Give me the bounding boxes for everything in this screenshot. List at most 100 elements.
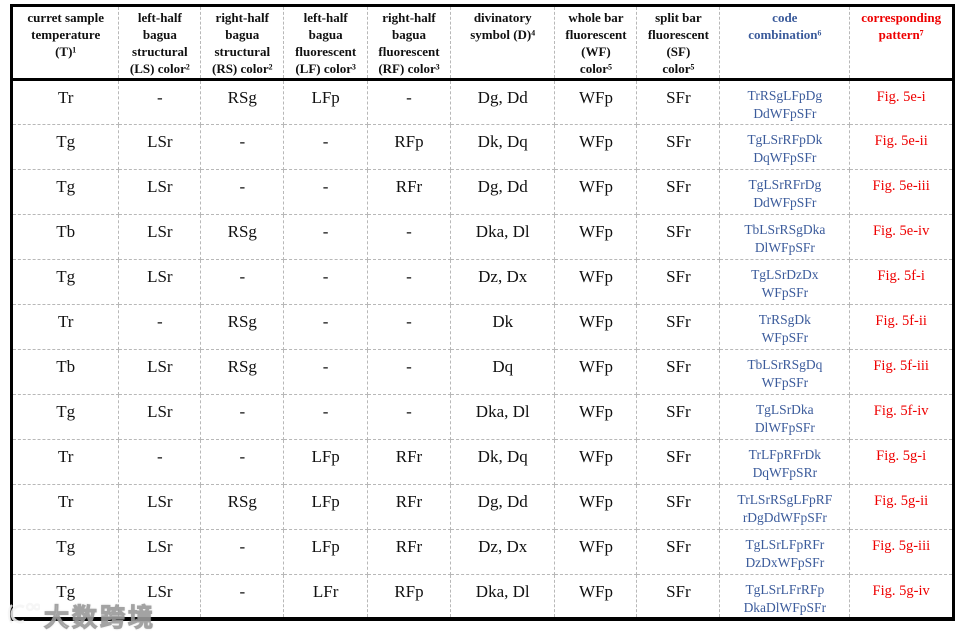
cell-wf-color: WFp (554, 258, 638, 305)
table-row: Tb LSr RSg - - Dq WFp SFr TbLSrRSgDq WFp… (10, 348, 954, 395)
cell-lf-color: - (283, 168, 369, 215)
cell-rf-color: RFp (367, 123, 451, 170)
cell-sf-color: SFr (636, 528, 721, 575)
cell-divinatory-symbol: Dq (449, 348, 556, 395)
cell-temperature: Tg (10, 528, 120, 575)
cell-lf-color: - (283, 303, 369, 350)
cell-sf-color: SFr (636, 573, 721, 620)
table-header-row: curret sample temperature (T)¹ left-half… (10, 5, 954, 81)
cell-ls-color: LSr (118, 393, 202, 440)
cell-rf-color: RFr (367, 483, 451, 530)
table-row: Tg LSr - LFp RFr Dz, Dx WFp SFr TgLSrLFp… (10, 528, 954, 575)
cell-rf-color: RFp (367, 573, 451, 620)
cell-lf-color: - (283, 213, 369, 260)
cell-pattern-ref: Fig. 5g-ii (849, 483, 954, 530)
cell-ls-color: LSr (118, 258, 202, 305)
cell-rs-color: - (200, 528, 285, 575)
cell-sf-color: SFr (636, 168, 721, 215)
col-header-rf-color: right-half bagua fluorescent (RF) color³ (367, 5, 451, 81)
cell-divinatory-symbol: Dk, Dq (449, 123, 556, 170)
cell-rs-color: RSg (200, 213, 285, 260)
cell-pattern-ref: Fig. 5g-iii (849, 528, 954, 575)
cell-pattern-ref: Fig. 5f-ii (849, 303, 954, 350)
cell-wf-color: WFp (554, 348, 638, 395)
table-row: Tr - - LFp RFr Dk, Dq WFp SFr TrLFpRFrDk… (10, 438, 954, 485)
cell-wf-color: WFp (554, 573, 638, 620)
col-header-temperature: curret sample temperature (T)¹ (10, 5, 120, 81)
cell-rs-color: - (200, 393, 285, 440)
cell-pattern-ref: Fig. 5e-iii (849, 168, 954, 215)
cell-sf-color: SFr (636, 213, 721, 260)
cell-pattern-ref: Fig. 5e-ii (849, 123, 954, 170)
table-body: Tr - RSg LFp - Dg, Dd WFp SFr TrRSgLFpDg… (10, 78, 954, 620)
cell-lf-color: LFp (283, 438, 369, 485)
cell-rf-color: RFr (367, 438, 451, 485)
cell-pattern-ref: Fig. 5f-i (849, 258, 954, 305)
col-header-sf-color: split bar fluorescent (SF) color⁵ (636, 5, 721, 81)
cell-temperature: Tr (10, 303, 120, 350)
table-row: Tb LSr RSg - - Dka, Dl WFp SFr TbLSrRSgD… (10, 213, 954, 260)
table-row: Tg LSr - - - Dz, Dx WFp SFr TgLSrDzDx WF… (10, 258, 954, 305)
cell-rs-color: RSg (200, 78, 285, 125)
cell-divinatory-symbol: Dg, Dd (449, 483, 556, 530)
cell-ls-color: - (118, 303, 202, 350)
cell-sf-color: SFr (636, 393, 721, 440)
col-header-ls-color: left-half bagua structural (LS) color² (118, 5, 202, 81)
table-row: Tg LSr - - RFp Dk, Dq WFp SFr TgLSrRFpDk… (10, 123, 954, 170)
cell-code-combination: TgLSrLFpRFr DzDxWFpSFr (719, 528, 851, 575)
cell-rs-color: RSg (200, 348, 285, 395)
cell-lf-color: - (283, 258, 369, 305)
cell-rs-color: RSg (200, 483, 285, 530)
cell-temperature: Tg (10, 573, 120, 620)
cell-wf-color: WFp (554, 438, 638, 485)
cell-wf-color: WFp (554, 303, 638, 350)
col-header-lf-color: left-half bagua fluorescent (LF) color³ (283, 5, 369, 81)
cell-divinatory-symbol: Dka, Dl (449, 393, 556, 440)
cell-sf-color: SFr (636, 258, 721, 305)
cell-rf-color: RFr (367, 168, 451, 215)
cell-wf-color: WFp (554, 78, 638, 125)
cell-code-combination: TgLSrDzDx WFpSFr (719, 258, 851, 305)
cell-wf-color: WFp (554, 528, 638, 575)
col-header-rs-color: right-half bagua structural (RS) color² (200, 5, 285, 81)
cell-temperature: Tr (10, 438, 120, 485)
cell-sf-color: SFr (636, 483, 721, 530)
cell-divinatory-symbol: Dk (449, 303, 556, 350)
cell-divinatory-symbol: Dg, Dd (449, 78, 556, 125)
table-row: Tg LSr - - - Dka, Dl WFp SFr TgLSrDka Dl… (10, 393, 954, 440)
cell-ls-color: - (118, 78, 202, 125)
cell-sf-color: SFr (636, 303, 721, 350)
cell-code-combination: TbLSrRSgDka DlWFpSFr (719, 213, 851, 260)
table-row: Tg LSr - - RFr Dg, Dd WFp SFr TgLSrRFrDg… (10, 168, 954, 215)
cell-rf-color: RFr (367, 528, 451, 575)
cell-pattern-ref: Fig. 5e-iv (849, 213, 954, 260)
cell-code-combination: TbLSrRSgDq WFpSFr (719, 348, 851, 395)
cell-pattern-ref: Fig. 5g-iv (849, 573, 954, 620)
cell-sf-color: SFr (636, 123, 721, 170)
cell-temperature: Tg (10, 168, 120, 215)
cell-rs-color: - (200, 258, 285, 305)
cell-ls-color: LSr (118, 213, 202, 260)
col-header-wf-color: whole bar fluorescent (WF) color⁵ (554, 5, 638, 81)
cell-divinatory-symbol: Dka, Dl (449, 573, 556, 620)
cell-lf-color: - (283, 123, 369, 170)
cell-lf-color: LFp (283, 483, 369, 530)
cell-rs-color: RSg (200, 303, 285, 350)
cell-code-combination: TgLSrRFpDk DqWFpSFr (719, 123, 851, 170)
cell-ls-color: LSr (118, 528, 202, 575)
cell-lf-color: - (283, 393, 369, 440)
cell-rf-color: - (367, 213, 451, 260)
table-row: Tg LSr - LFr RFp Dka, Dl WFp SFr TgLSrLF… (10, 573, 954, 620)
col-header-code-combination: code combination⁶ (719, 5, 851, 81)
table-row: Tr - RSg LFp - Dg, Dd WFp SFr TrRSgLFpDg… (10, 78, 954, 125)
cell-pattern-ref: Fig. 5f-iv (849, 393, 954, 440)
cell-divinatory-symbol: Dz, Dx (449, 528, 556, 575)
cell-sf-color: SFr (636, 348, 721, 395)
bagua-code-table: curret sample temperature (T)¹ left-half… (10, 4, 955, 622)
cell-code-combination: TgLSrLFrRFp DkaDlWFpSFr (719, 573, 851, 620)
cell-code-combination: TgLSrDka DlWFpSFr (719, 393, 851, 440)
cell-lf-color: LFp (283, 78, 369, 125)
cell-divinatory-symbol: Dka, Dl (449, 213, 556, 260)
cell-code-combination: TrLSrRSgLFpRF rDgDdWFpSFr (719, 483, 851, 530)
